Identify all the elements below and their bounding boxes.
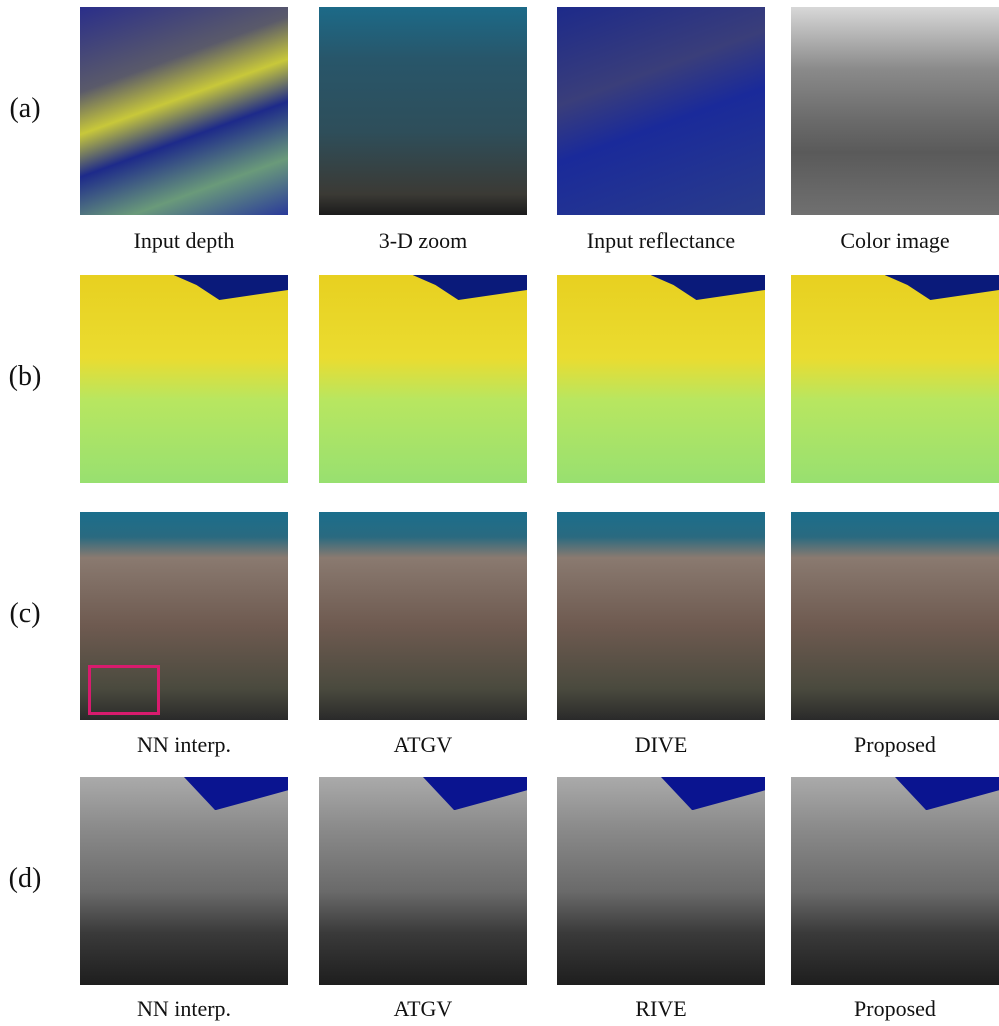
image-panel: [557, 512, 765, 720]
caption: RIVE: [635, 996, 687, 1021]
row-label: (b): [8, 361, 42, 392]
caption: Proposed: [854, 732, 936, 757]
image-panel: [319, 512, 527, 720]
caption: Proposed: [854, 996, 936, 1021]
caption: Input reflectance: [586, 228, 736, 253]
image-panel: [557, 275, 765, 483]
image-panel: [791, 777, 999, 985]
caption: NN interp.: [136, 996, 232, 1021]
image-panel: [80, 777, 288, 985]
caption: ATGV: [393, 732, 453, 757]
row-label: (d): [8, 863, 42, 894]
caption: Color image: [840, 228, 950, 253]
image-panel: [319, 7, 527, 215]
image-panel: [791, 512, 999, 720]
image-panel: [791, 7, 999, 215]
image-panel: [557, 777, 765, 985]
image-panel: [80, 275, 288, 483]
caption: Input depth: [133, 228, 235, 253]
caption: ATGV: [393, 996, 453, 1021]
image-panel: [319, 777, 527, 985]
highlight-box: [88, 665, 160, 715]
caption: NN interp.: [136, 732, 232, 757]
row-label: (c): [9, 598, 41, 629]
caption: DIVE: [634, 732, 688, 757]
image-panel: [557, 7, 765, 215]
image-panel: [80, 7, 288, 215]
image-panel: [791, 275, 999, 483]
image-panel: [80, 512, 288, 720]
row-label: (a): [9, 93, 41, 124]
caption: 3-D zoom: [378, 228, 468, 253]
image-panel: [319, 275, 527, 483]
